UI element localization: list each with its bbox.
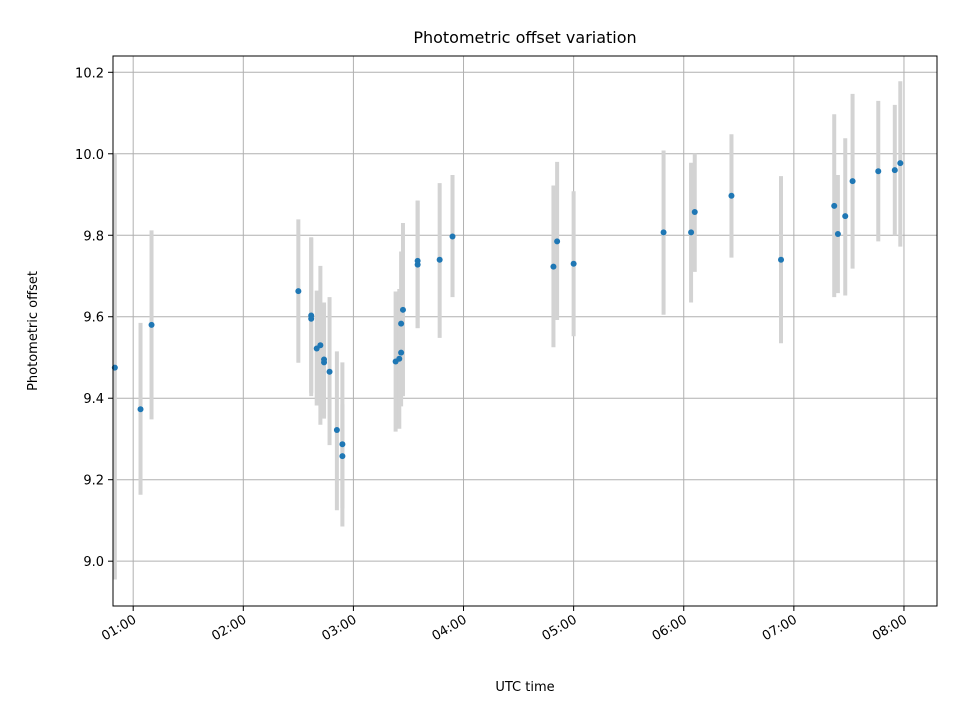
plot-frame xyxy=(112,55,938,607)
data-point xyxy=(398,320,405,327)
y-tick-label: 9.8 xyxy=(83,229,104,244)
x-axis-label: UTC time xyxy=(495,680,554,695)
data-point xyxy=(148,321,155,328)
data-point xyxy=(550,263,557,270)
data-point xyxy=(333,427,340,433)
chart-title: Photometric offset variation xyxy=(413,28,636,47)
data-point xyxy=(436,256,443,263)
data-point xyxy=(137,406,144,413)
data-point xyxy=(688,229,695,236)
data-point xyxy=(339,441,346,448)
y-tick-label: 9.4 xyxy=(83,392,104,407)
data-point xyxy=(554,238,561,245)
data-point xyxy=(728,192,735,199)
data-points xyxy=(111,160,904,460)
data-point xyxy=(317,342,324,349)
y-tick-label: 10.2 xyxy=(75,66,104,81)
data-point xyxy=(660,229,667,236)
data-point xyxy=(834,231,841,238)
data-point xyxy=(849,178,856,185)
y-tick-label: 10.0 xyxy=(75,148,104,163)
data-point xyxy=(842,213,849,220)
data-point xyxy=(308,312,315,319)
y-axis: 9.0 9.2 9.4 9.6 9.8 10.0 10.2 xyxy=(75,66,113,570)
data-point xyxy=(875,168,882,175)
data-point xyxy=(414,261,421,268)
data-point xyxy=(778,256,785,263)
data-point xyxy=(691,209,698,216)
data-point xyxy=(399,306,406,313)
y-axis-label: Photometric offset xyxy=(26,271,41,391)
data-point xyxy=(339,453,346,460)
data-point xyxy=(897,160,904,167)
y-tick-label: 9.6 xyxy=(83,311,104,326)
y-tick-label: 9.2 xyxy=(83,474,104,489)
data-point xyxy=(570,260,577,267)
data-point xyxy=(396,355,403,362)
data-point xyxy=(398,349,405,356)
data-point xyxy=(321,356,328,363)
y-tick-label: 9.0 xyxy=(83,555,104,570)
data-point xyxy=(831,202,838,209)
data-point xyxy=(891,167,898,174)
data-point xyxy=(295,288,302,295)
data-point xyxy=(449,233,456,240)
data-point xyxy=(326,368,333,375)
